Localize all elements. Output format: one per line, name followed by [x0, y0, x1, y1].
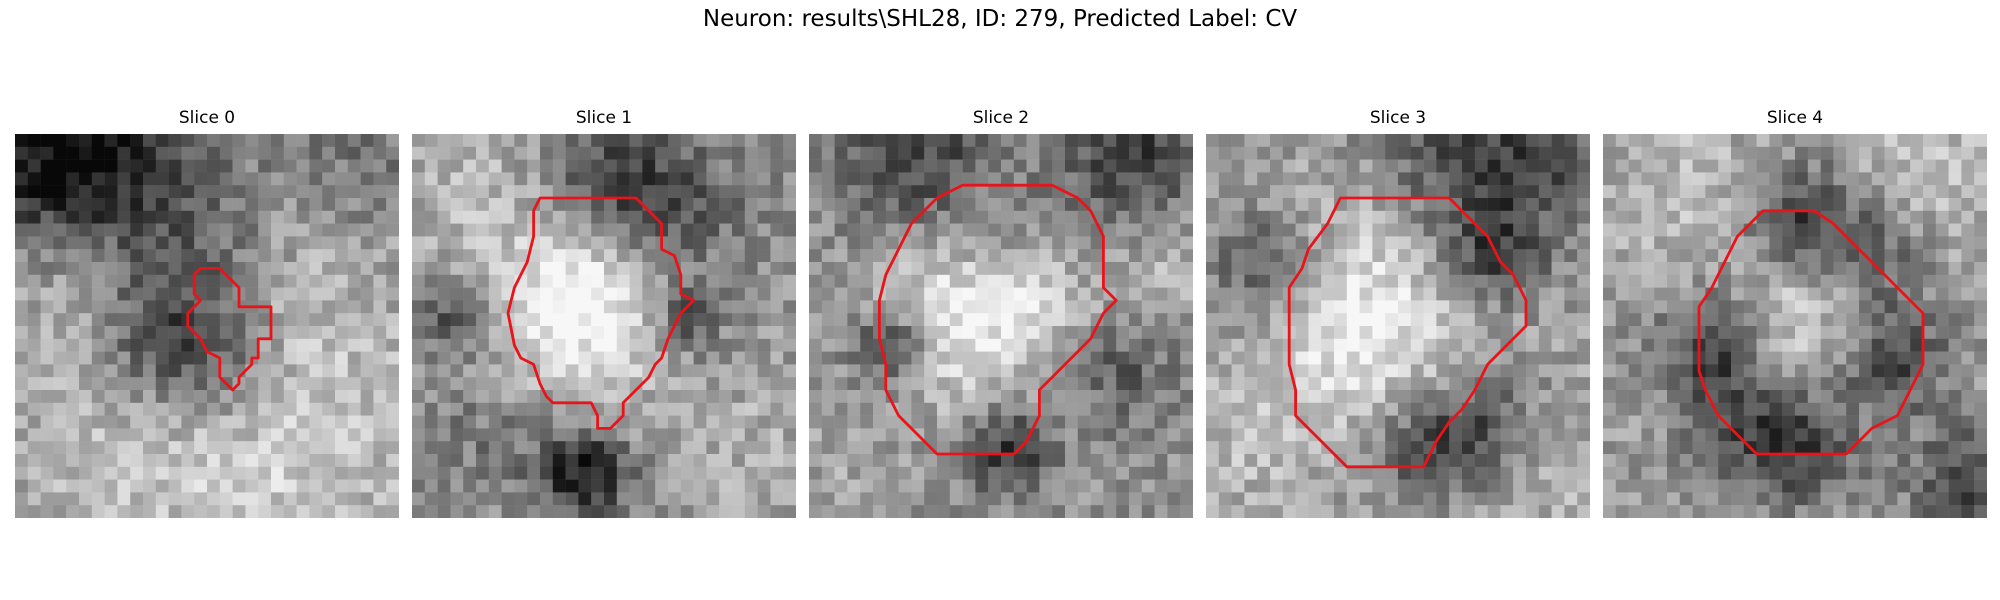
slice-panel-1: Slice 1	[412, 108, 796, 518]
slice-panel-0: Slice 0	[15, 108, 399, 518]
slice-panel-2: Slice 2	[809, 108, 1193, 518]
pixel-grid-2	[809, 134, 1193, 518]
slice-title-4: Slice 4	[1766, 108, 1824, 128]
slice-title-1: Slice 1	[575, 108, 633, 128]
slice-image-1	[412, 134, 796, 518]
segmentation-contour-0	[186, 266, 273, 392]
segmentation-contour-2	[877, 183, 1118, 456]
slice-panel-3: Slice 3	[1206, 108, 1590, 518]
slice-panel-4: Slice 4	[1603, 108, 1987, 518]
pixel-grid-0	[15, 134, 399, 518]
slice-image-0	[15, 134, 399, 518]
slice-image-3	[1206, 134, 1590, 518]
pixel-grid-4	[1603, 134, 1987, 518]
segmentation-contour-4	[1697, 209, 1925, 456]
slice-image-2	[809, 134, 1193, 518]
slice-title-3: Slice 3	[1369, 108, 1427, 128]
pixel-grid-3	[1206, 134, 1590, 518]
slice-title-2: Slice 2	[972, 108, 1030, 128]
slice-title-0: Slice 0	[178, 108, 236, 128]
segmentation-contour-1	[506, 196, 696, 430]
segmentation-contour-3	[1287, 196, 1528, 469]
figure-title: Neuron: results\SHL28, ID: 279, Predicte…	[702, 6, 1298, 32]
slice-image-4	[1603, 134, 1987, 518]
pixel-grid-1	[412, 134, 796, 518]
